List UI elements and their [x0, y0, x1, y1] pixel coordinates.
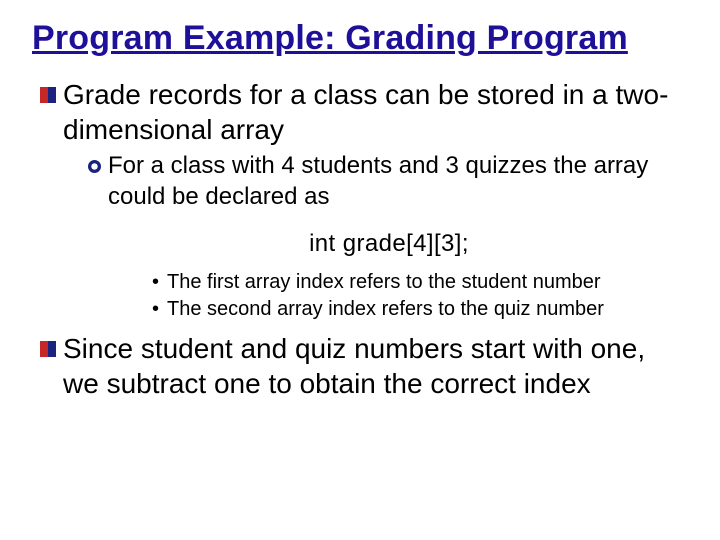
- slide: Program Example: Grading Program Grade r…: [0, 0, 720, 540]
- bullet-level3: • The second array index refers to the q…: [152, 297, 688, 322]
- bullet-text: Grade records for a class can be stored …: [63, 77, 688, 147]
- bullet-text: The first array index refers to the stud…: [167, 270, 688, 295]
- bullet-level3: • The first array index refers to the st…: [152, 270, 688, 295]
- bullet-text: For a class with 4 students and 3 quizze…: [108, 151, 688, 212]
- slide-title: Program Example: Grading Program: [32, 18, 688, 59]
- square-bullet-icon: [40, 87, 56, 103]
- code-declaration: int grade[4][3];: [90, 230, 688, 258]
- circle-bullet-icon: [88, 160, 101, 173]
- bullet-text: Since student and quiz numbers start wit…: [63, 331, 688, 401]
- dot-bullet-icon: •: [152, 270, 159, 295]
- bullet-text: The second array index refers to the qui…: [167, 297, 688, 322]
- bullet-level1: Grade records for a class can be stored …: [40, 77, 688, 147]
- bullet-level1: Since student and quiz numbers start wit…: [40, 331, 688, 401]
- bullet-level2: For a class with 4 students and 3 quizze…: [88, 151, 688, 212]
- square-bullet-icon: [40, 341, 56, 357]
- dot-bullet-icon: •: [152, 297, 159, 322]
